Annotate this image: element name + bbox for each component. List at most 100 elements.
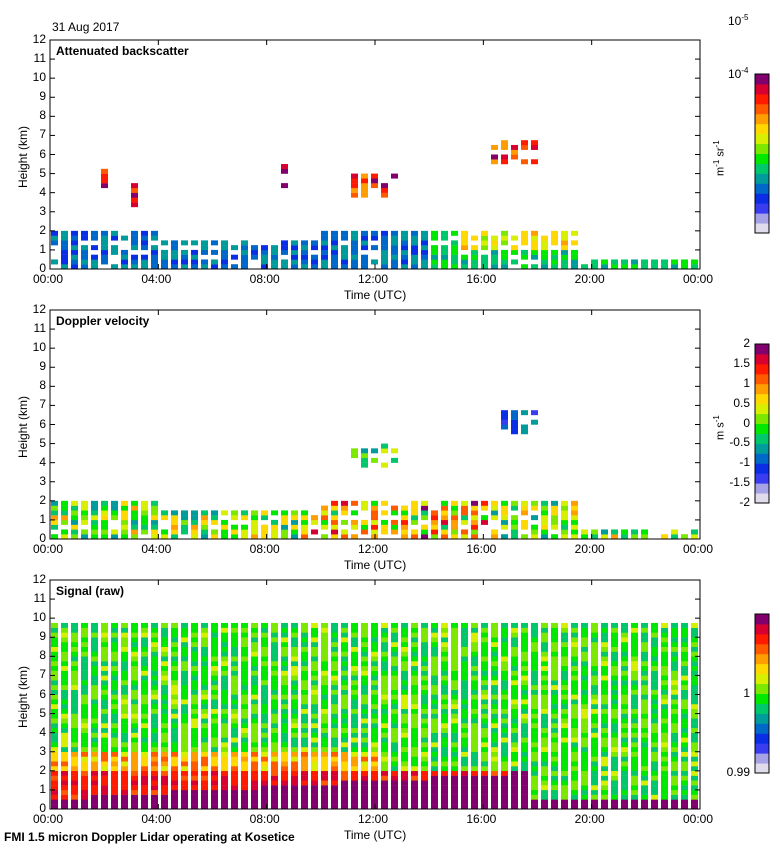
y-tick-label: 8 <box>39 108 46 123</box>
colorbar-unit-part: -1 <box>712 140 721 148</box>
y-tick-label: 2 <box>39 762 46 777</box>
panel-title: Attenuated backscatter <box>56 44 189 58</box>
y-tick-label: 12 <box>32 32 46 46</box>
x-tick-label: 12:00 <box>358 812 389 826</box>
y-tick-label: 7 <box>39 397 46 412</box>
y-tick-label: 4 <box>39 454 46 469</box>
y-tick-label: 1 <box>39 511 46 526</box>
x-tick-label: 16:00 <box>466 542 497 556</box>
x-tick-label: 00:00 <box>33 542 64 556</box>
x-tick-label: 12:00 <box>358 542 389 556</box>
y-tick-label: 9 <box>39 629 46 644</box>
date-label: 31 Aug 2017 <box>52 20 120 34</box>
colorbar-unit-part: sr <box>714 147 727 160</box>
x-tick-label: 08:00 <box>249 812 280 826</box>
y-tick-label: 10 <box>32 70 46 85</box>
colorbar-0 <box>755 74 769 234</box>
x-tick-label: 00:00 <box>683 542 714 556</box>
colorbar-tick-label: 2 <box>743 336 750 350</box>
y-tick-label: 5 <box>39 705 46 720</box>
colorbar-tick-exponent: -5 <box>741 13 749 22</box>
y-tick-label: 0 <box>39 801 46 815</box>
colorbar-frame <box>754 73 770 234</box>
y-tick-label: 2 <box>39 492 46 507</box>
y-tick-label: 4 <box>39 184 46 199</box>
y-tick-label: 8 <box>39 378 46 393</box>
colorbar-frame <box>754 613 770 774</box>
x-tick-label: 04:00 <box>141 272 172 286</box>
colorbar-tick-label: 10-4 <box>728 66 749 81</box>
colorbar-unit-part: s <box>714 422 727 431</box>
y-tick-label: 11 <box>33 51 46 66</box>
colorbar-tick-label: -1.5 <box>729 475 750 490</box>
y-tick-label: 9 <box>39 359 46 374</box>
colorbar-1 <box>755 344 769 504</box>
colorbar-tick-label: -0.5 <box>729 435 750 450</box>
colorbar-frame <box>754 343 770 504</box>
colorbar-tick-label: 1 <box>743 685 750 700</box>
y-tick-label: 12 <box>32 572 46 586</box>
colorbar-tick-label: 0.99 <box>726 765 750 779</box>
y-tick-label: 1 <box>39 781 46 796</box>
colorbar-tick-label: 1.5 <box>733 355 750 370</box>
x-axis-label: Time (UTC) <box>344 288 407 302</box>
colorbar-tick-label: 1 <box>743 375 750 390</box>
heatmap-0 <box>51 140 698 270</box>
y-tick-label: 0 <box>39 531 46 545</box>
y-axis-label: Height (km) <box>16 125 30 188</box>
colorbar-unit-part: -1 <box>712 159 721 167</box>
x-axis-label: Time (UTC) <box>344 558 407 572</box>
colorbar-tick-label: 0.5 <box>733 395 750 410</box>
y-tick-label: 6 <box>39 686 46 701</box>
footer-caption: FMI 1.5 micron Doppler Lidar operating a… <box>4 830 295 844</box>
y-axis-label: Height (km) <box>16 395 30 458</box>
y-tick-label: 11 <box>33 591 46 606</box>
colorbar-tick-label: -2 <box>739 495 750 509</box>
y-tick-label: 10 <box>32 340 46 355</box>
heatmap-1 <box>51 410 698 540</box>
x-tick-label: 04:00 <box>141 812 172 826</box>
y-tick-label: 6 <box>39 146 46 161</box>
y-tick-label: 10 <box>32 610 46 625</box>
x-tick-label: 08:00 <box>249 542 280 556</box>
y-tick-label: 3 <box>39 473 46 488</box>
x-tick-label: 00:00 <box>683 812 714 826</box>
y-tick-label: 7 <box>39 127 46 142</box>
colorbar-tick-exponent: -4 <box>741 66 749 75</box>
y-tick-label: 3 <box>39 203 46 218</box>
y-tick-label: 5 <box>39 165 46 180</box>
x-tick-label: 20:00 <box>574 812 605 826</box>
panel-title: Doppler velocity <box>56 314 150 328</box>
y-tick-label: 9 <box>39 89 46 104</box>
y-tick-label: 4 <box>39 724 46 739</box>
y-tick-label: 11 <box>33 321 46 336</box>
x-tick-label: 12:00 <box>358 272 389 286</box>
y-tick-label: 8 <box>39 648 46 663</box>
y-tick-label: 5 <box>39 435 46 450</box>
x-tick-label: 16:00 <box>466 272 497 286</box>
x-tick-label: 00:00 <box>683 272 714 286</box>
x-tick-label: 16:00 <box>466 812 497 826</box>
heatmap-2 <box>51 622 698 810</box>
x-tick-label: 20:00 <box>574 272 605 286</box>
y-tick-label: 0 <box>39 261 46 275</box>
colorbar-unit: m-1 sr-1 <box>712 140 727 176</box>
colorbar-2 <box>755 614 769 774</box>
x-tick-label: 04:00 <box>141 542 172 556</box>
x-tick-label: 00:00 <box>33 812 64 826</box>
y-axis-label: Height (km) <box>16 665 30 728</box>
y-tick-label: 12 <box>32 302 46 316</box>
x-tick-label: 20:00 <box>574 542 605 556</box>
colorbar-tick-label: 0 <box>743 415 750 430</box>
colorbar-tick-label: 10-5 <box>728 13 749 28</box>
y-tick-label: 7 <box>39 667 46 682</box>
colorbar-unit: m s-1 <box>712 415 727 440</box>
panel-title: Signal (raw) <box>56 584 125 598</box>
x-axis-label: Time (UTC) <box>344 828 407 842</box>
y-tick-label: 1 <box>39 241 46 256</box>
colorbar-tick-label: -1 <box>739 455 750 470</box>
x-tick-label: 08:00 <box>249 272 280 286</box>
y-tick-label: 2 <box>39 222 46 237</box>
x-tick-label: 00:00 <box>33 272 64 286</box>
